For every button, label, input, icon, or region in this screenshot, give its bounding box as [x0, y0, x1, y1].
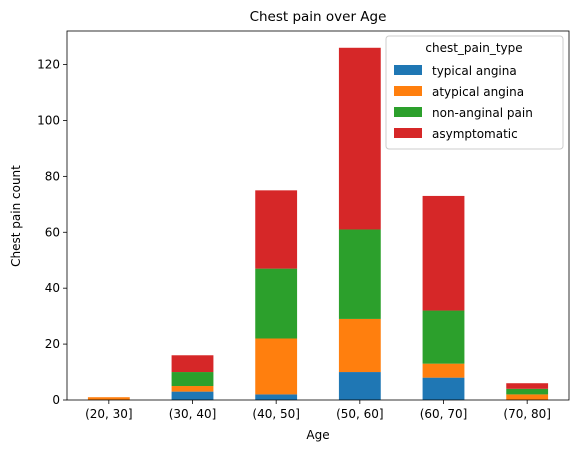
legend-swatch: [394, 65, 422, 75]
legend-title: chest_pain_type: [425, 41, 522, 55]
y-axis-label: Chest pain count: [9, 165, 23, 267]
legend-label: typical angina: [432, 64, 517, 78]
bar-segment: [422, 310, 465, 364]
y-tick-label: 20: [45, 337, 60, 351]
x-tick-label: (50, 60]: [336, 407, 384, 421]
x-axis-ticks: (20, 30] (30, 40] (40, 50] (50, 60] (60, 70]…: [85, 400, 551, 421]
chart-title: Chest pain over Age: [250, 9, 387, 25]
bar-segment: [506, 383, 549, 389]
legend-swatch: [394, 107, 422, 117]
x-tick-label: (60, 70]: [420, 407, 468, 421]
bar-segment: [506, 394, 549, 400]
legend-swatch: [394, 128, 422, 138]
legend-label: asymptomatic: [432, 127, 518, 141]
bar-segment: [422, 195, 465, 311]
legend-items: typical angina atypical angina non-anginal…: [394, 64, 533, 141]
x-tick-label: (30, 40]: [169, 407, 217, 421]
y-tick-label: 80: [45, 169, 60, 183]
bar-segment: [255, 394, 298, 400]
bar-segment: [171, 372, 214, 387]
y-tick-label: 120: [37, 58, 60, 72]
legend-label: non-anginal pain: [432, 106, 533, 120]
x-tick-label: (70, 80]: [503, 407, 551, 421]
plot-frame: [66, 30, 570, 401]
y-axis-ticks: 0 20 40 60 80 100 120: [37, 58, 67, 407]
y-tick-label: 0: [52, 393, 60, 407]
x-tick-label: (20, 30]: [85, 407, 133, 421]
bar-segment: [422, 377, 465, 400]
x-axis-label: Age: [306, 428, 329, 442]
bar-segment: [171, 355, 214, 373]
legend-frame: [385, 35, 564, 150]
bar-segment: [338, 318, 381, 373]
y-tick-label: 40: [45, 281, 60, 295]
y-tick-label: 100: [37, 113, 60, 127]
legend-label: atypical angina: [432, 85, 524, 99]
bar-segment: [171, 386, 214, 392]
legend-swatch: [394, 86, 422, 96]
bars-layer: [87, 47, 549, 400]
bar-segment: [506, 388, 549, 395]
bar-segment: [171, 391, 214, 400]
bar-segment: [338, 372, 381, 400]
bar-segment: [255, 268, 298, 339]
bar-segment: [255, 190, 298, 269]
legend: chest_pain_type typical angina atypical a…: [385, 35, 564, 150]
bar-segment: [338, 47, 381, 230]
bar-segment: [422, 363, 465, 378]
y-tick-label: 60: [45, 225, 60, 239]
bar-segment: [338, 229, 381, 319]
bar-segment: [255, 338, 298, 395]
x-tick-label: (40, 50]: [252, 407, 300, 421]
bar-segment: [87, 397, 130, 400]
